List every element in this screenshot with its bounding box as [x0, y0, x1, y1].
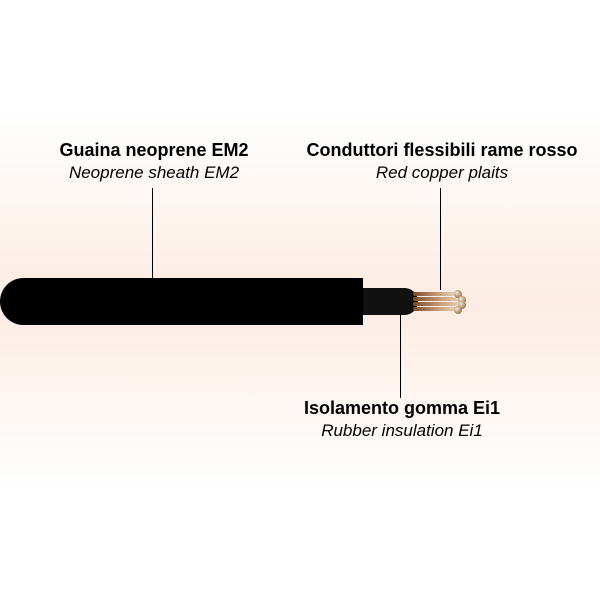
label-insulation: Isolamento gomma Ei1 Rubber insulation E… [272, 398, 532, 440]
cable-sheath [0, 278, 363, 325]
cable-strand [413, 307, 457, 311]
label-conductor: Conduttori flessibili rame rosso Red cop… [292, 140, 592, 182]
label-sheath-italic: Neoprene sheath EM2 [24, 163, 284, 183]
cable-strand-cap [454, 306, 462, 314]
leader-insulation [400, 315, 401, 398]
cable-strand [413, 297, 461, 301]
label-insulation-bold: Isolamento gomma Ei1 [272, 398, 532, 419]
label-conductor-bold: Conduttori flessibili rame rosso [292, 140, 592, 161]
cable-strand [413, 292, 457, 296]
label-sheath: Guaina neoprene EM2 Neoprene sheath EM2 [24, 140, 284, 182]
leader-conductor [440, 188, 441, 290]
cable-strand [413, 302, 461, 306]
label-conductor-italic: Red copper plaits [292, 163, 592, 183]
cable-diagram: Guaina neoprene EM2 Neoprene sheath EM2 … [0, 0, 600, 600]
cable-insulation [363, 288, 418, 315]
leader-sheath [152, 188, 153, 278]
label-insulation-italic: Rubber insulation Ei1 [272, 421, 532, 441]
label-sheath-bold: Guaina neoprene EM2 [24, 140, 284, 161]
